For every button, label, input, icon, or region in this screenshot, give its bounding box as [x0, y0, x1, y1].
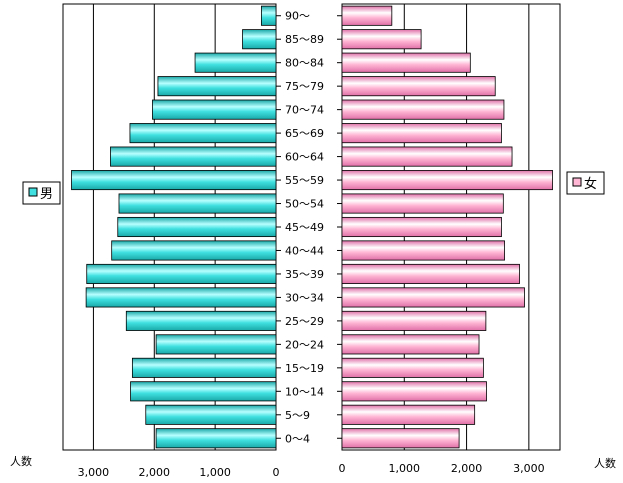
- male-axis-tick-label: 1,000: [199, 466, 231, 479]
- female-bar: [341, 99, 505, 120]
- female-axis-unit-label: 人数: [594, 457, 616, 470]
- age-label: 85～89: [285, 33, 324, 46]
- female-axis-tick-label: 2,000: [451, 462, 483, 475]
- male-bar: [111, 240, 277, 261]
- male-axis-unit-label: 人数: [10, 455, 32, 468]
- female-bar: [341, 240, 505, 261]
- male-bar: [152, 99, 277, 120]
- female-axis-tick-label: 0: [339, 462, 346, 475]
- age-label: 40～44: [285, 244, 324, 257]
- age-label: 80～84: [285, 57, 324, 70]
- female-bar: [341, 5, 393, 26]
- age-label: 25～29: [285, 315, 324, 328]
- age-label: 65～69: [285, 127, 324, 140]
- male-bar: [85, 287, 277, 308]
- age-label: 30～34: [285, 291, 324, 304]
- female-axis-tick-label: 1,000: [389, 462, 421, 475]
- male-bar: [155, 428, 277, 449]
- age-label: 90～: [285, 10, 310, 23]
- male-legend-swatch: [28, 187, 38, 197]
- male-bar: [117, 216, 277, 238]
- female-bar: [341, 29, 422, 50]
- male-bar: [125, 310, 277, 331]
- female-bar: [341, 334, 480, 355]
- female-bar: [341, 263, 520, 284]
- male-bar: [194, 52, 277, 73]
- male-bar: [71, 170, 277, 191]
- age-label: 75～79: [285, 80, 324, 93]
- male-bar: [86, 263, 277, 284]
- male-bar: [157, 76, 277, 97]
- female-legend-label: 女: [584, 176, 597, 192]
- female-axis-tick-label: 3,000: [513, 462, 545, 475]
- age-label: 60～64: [285, 151, 324, 164]
- female-bar: [341, 52, 471, 73]
- male-bar: [118, 193, 277, 214]
- female-bar: [341, 287, 525, 308]
- age-label: 20～24: [285, 338, 324, 351]
- female-legend-swatch: [572, 177, 582, 187]
- male-axis-tick-label: 3,000: [78, 466, 110, 479]
- male-bar: [155, 334, 277, 355]
- age-label: 55～59: [285, 174, 324, 187]
- male-bar: [131, 357, 277, 378]
- male-bar: [242, 29, 277, 50]
- female-bar: [341, 170, 553, 191]
- male-axis-tick-label: 0: [273, 466, 280, 479]
- male-bar: [110, 146, 277, 167]
- age-label: 45～49: [285, 221, 324, 234]
- female-bar: [341, 193, 504, 214]
- age-label: 35～39: [285, 268, 324, 281]
- age-label: 70～74: [285, 104, 324, 117]
- female-bar: [341, 76, 496, 97]
- male-bar: [145, 404, 277, 425]
- male-bar: [260, 5, 277, 26]
- age-label: 15～19: [285, 362, 324, 375]
- female-bar: [341, 357, 484, 378]
- age-label: 50～54: [285, 198, 324, 211]
- age-label: 10～14: [285, 385, 324, 398]
- female-bar: [341, 123, 502, 144]
- female-bar: [341, 381, 487, 402]
- male-bar: [130, 381, 277, 402]
- male-legend-label: 男: [40, 187, 53, 202]
- age-label: 5～9: [285, 409, 310, 422]
- female-bar: [341, 428, 460, 449]
- female-bar: [341, 310, 487, 331]
- male-bar: [129, 123, 277, 144]
- female-bar: [341, 146, 513, 167]
- female-bar: [341, 216, 502, 238]
- female-bar: [341, 404, 476, 425]
- age-label: 0～4: [285, 432, 310, 445]
- male-axis-tick-label: 2,000: [139, 466, 171, 479]
